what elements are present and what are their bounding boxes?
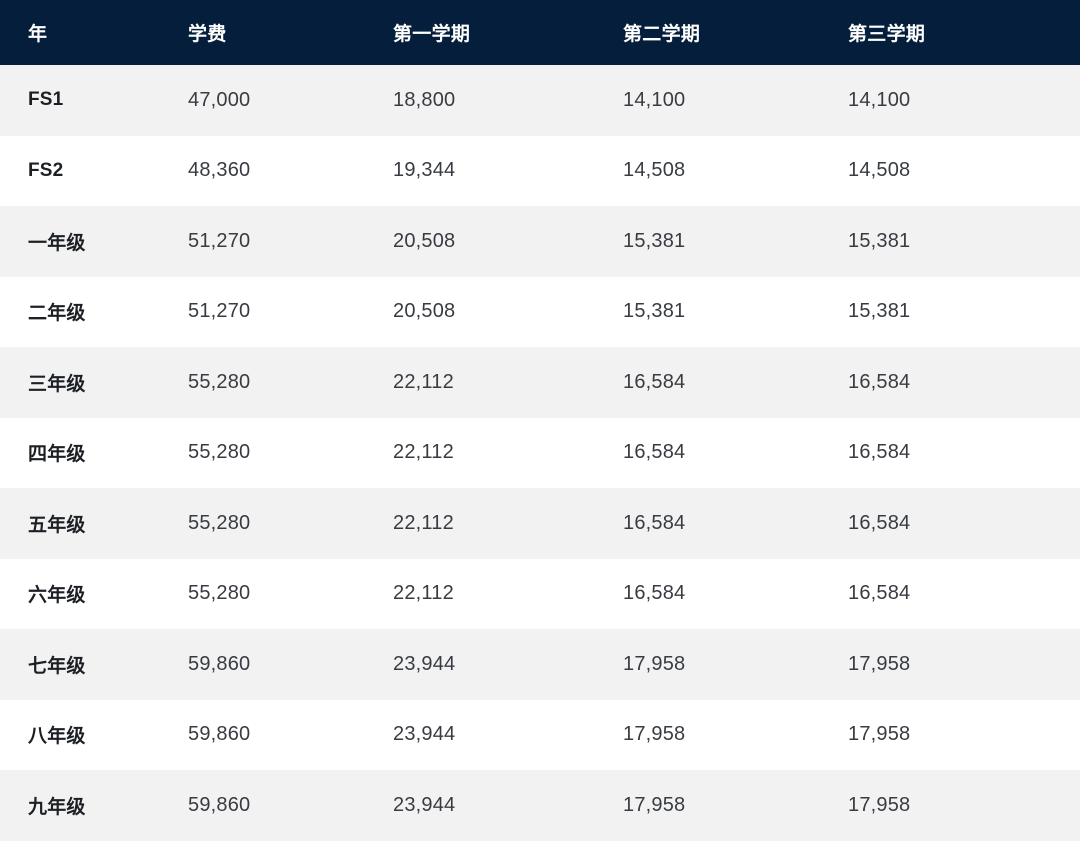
cell-term2: 15,381 — [623, 229, 686, 252]
cell-tuition: 55,280 — [188, 370, 251, 393]
cell-year: 二年级 — [28, 303, 86, 325]
table-row: 六年级 55,280 22,112 16,584 16,584 — [0, 558, 1080, 629]
cell-term1: 23,944 — [393, 652, 456, 675]
cell-term2: 17,958 — [623, 793, 686, 816]
cell-term2: 16,584 — [623, 441, 686, 464]
cell-term3: 14,100 — [848, 88, 911, 111]
cell-tuition: 59,860 — [188, 723, 251, 746]
cell-term1: 22,112 — [393, 511, 454, 534]
cell-term2: 14,100 — [623, 88, 686, 111]
cell-term2: 14,508 — [623, 159, 686, 182]
cell-term1: 18,800 — [393, 88, 456, 111]
cell-term1: 20,508 — [393, 300, 456, 323]
table-row: 五年级 55,280 22,112 16,584 16,584 — [0, 488, 1080, 559]
cell-term3: 15,381 — [848, 300, 911, 323]
table-row: 一年级 51,270 20,508 15,381 15,381 — [0, 206, 1080, 277]
cell-tuition: 51,270 — [188, 229, 251, 252]
cell-tuition: 48,360 — [188, 159, 251, 182]
table-row: 七年级 59,860 23,944 17,958 17,958 — [0, 629, 1080, 700]
cell-term2: 16,584 — [623, 511, 686, 534]
cell-term2: 15,381 — [623, 300, 686, 323]
table-row: 四年级 55,280 22,112 16,584 16,584 — [0, 417, 1080, 488]
cell-year: FS2 — [28, 159, 64, 181]
cell-term1: 22,112 — [393, 582, 454, 605]
table-header-row: 年 学费 第一学期 第二学期 第三学期 — [0, 0, 1080, 65]
header-cell-term1: 第一学期 — [393, 24, 471, 45]
cell-year: 九年级 — [28, 796, 86, 818]
cell-term1: 19,344 — [393, 159, 456, 182]
cell-year: FS1 — [28, 89, 64, 111]
cell-tuition: 55,280 — [188, 582, 251, 605]
cell-tuition: 51,270 — [188, 300, 251, 323]
header-cell-term2: 第二学期 — [623, 24, 701, 45]
table-row: FS1 47,000 18,800 14,100 14,100 — [0, 65, 1080, 136]
cell-year: 八年级 — [28, 726, 86, 748]
cell-term1: 23,944 — [393, 793, 456, 816]
cell-term2: 17,958 — [623, 652, 686, 675]
cell-year: 三年级 — [28, 373, 86, 395]
table-row: FS2 48,360 19,344 14,508 14,508 — [0, 135, 1080, 206]
cell-term2: 17,958 — [623, 723, 686, 746]
cell-term3: 15,381 — [848, 229, 911, 252]
cell-year: 六年级 — [28, 585, 86, 607]
cell-term1: 22,112 — [393, 441, 454, 464]
cell-term3: 17,958 — [848, 793, 911, 816]
cell-term3: 16,584 — [848, 582, 911, 605]
table-row: 八年级 59,860 23,944 17,958 17,958 — [0, 699, 1080, 770]
cell-term1: 23,944 — [393, 723, 456, 746]
cell-term1: 22,112 — [393, 370, 454, 393]
cell-tuition: 47,000 — [188, 88, 251, 111]
cell-term1: 20,508 — [393, 229, 456, 252]
table-row: 二年级 51,270 20,508 15,381 15,381 — [0, 276, 1080, 347]
header-cell-tuition: 学费 — [188, 24, 227, 45]
cell-term2: 16,584 — [623, 582, 686, 605]
cell-term2: 16,584 — [623, 370, 686, 393]
header-cell-term3: 第三学期 — [848, 24, 926, 45]
cell-year: 五年级 — [28, 514, 86, 536]
cell-tuition: 59,860 — [188, 652, 251, 675]
cell-tuition: 55,280 — [188, 511, 251, 534]
cell-term3: 16,584 — [848, 370, 911, 393]
table-row: 九年级 59,860 23,944 17,958 17,958 — [0, 770, 1080, 841]
cell-term3: 16,584 — [848, 511, 911, 534]
cell-year: 一年级 — [28, 232, 86, 254]
cell-year: 四年级 — [28, 444, 86, 466]
cell-term3: 16,584 — [848, 441, 911, 464]
cell-tuition: 55,280 — [188, 441, 251, 464]
cell-term3: 14,508 — [848, 159, 911, 182]
cell-tuition: 59,860 — [188, 793, 251, 816]
header-cell-year: 年 — [28, 24, 48, 45]
table-row: 三年级 55,280 22,112 16,584 16,584 — [0, 347, 1080, 418]
cell-year: 七年级 — [28, 655, 86, 677]
cell-term3: 17,958 — [848, 652, 911, 675]
cell-term3: 17,958 — [848, 723, 911, 746]
